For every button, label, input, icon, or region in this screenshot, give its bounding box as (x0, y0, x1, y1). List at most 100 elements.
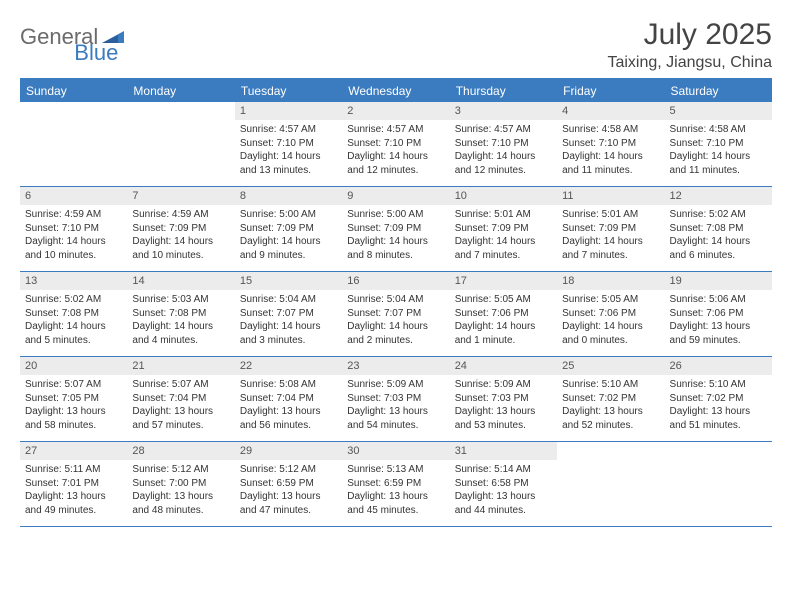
date-number: 18 (557, 272, 664, 290)
day-body: Sunrise: 5:03 AMSunset: 7:08 PMDaylight:… (127, 290, 234, 352)
date-number: 6 (20, 187, 127, 205)
day-cell: 15Sunrise: 5:04 AMSunset: 7:07 PMDayligh… (235, 272, 342, 356)
date-number: 5 (665, 102, 772, 120)
day-cell: 7Sunrise: 4:59 AMSunset: 7:09 PMDaylight… (127, 187, 234, 271)
day-body: Sunrise: 5:01 AMSunset: 7:09 PMDaylight:… (450, 205, 557, 267)
day-body: Sunrise: 5:05 AMSunset: 7:06 PMDaylight:… (557, 290, 664, 352)
day-cell: 28Sunrise: 5:12 AMSunset: 7:00 PMDayligh… (127, 442, 234, 526)
date-number: 14 (127, 272, 234, 290)
weekday-header-row: SundayMondayTuesdayWednesdayThursdayFrid… (20, 80, 772, 102)
date-number: 31 (450, 442, 557, 460)
day-cell: 17Sunrise: 5:05 AMSunset: 7:06 PMDayligh… (450, 272, 557, 356)
day-cell: 1Sunrise: 4:57 AMSunset: 7:10 PMDaylight… (235, 102, 342, 186)
day-cell: 18Sunrise: 5:05 AMSunset: 7:06 PMDayligh… (557, 272, 664, 356)
date-number: 4 (557, 102, 664, 120)
day-cell: 3Sunrise: 4:57 AMSunset: 7:10 PMDaylight… (450, 102, 557, 186)
day-body: Sunrise: 5:14 AMSunset: 6:58 PMDaylight:… (450, 460, 557, 522)
date-number: 20 (20, 357, 127, 375)
week-row: 27Sunrise: 5:11 AMSunset: 7:01 PMDayligh… (20, 442, 772, 527)
day-body: Sunrise: 5:00 AMSunset: 7:09 PMDaylight:… (235, 205, 342, 267)
day-cell (557, 442, 664, 526)
weekday-header: Wednesday (342, 80, 449, 102)
date-number: 10 (450, 187, 557, 205)
month-title: July 2025 (607, 18, 772, 52)
day-cell: 16Sunrise: 5:04 AMSunset: 7:07 PMDayligh… (342, 272, 449, 356)
day-cell: 5Sunrise: 4:58 AMSunset: 7:10 PMDaylight… (665, 102, 772, 186)
day-body: Sunrise: 4:57 AMSunset: 7:10 PMDaylight:… (235, 120, 342, 182)
day-cell: 9Sunrise: 5:00 AMSunset: 7:09 PMDaylight… (342, 187, 449, 271)
date-number: 30 (342, 442, 449, 460)
date-number: 24 (450, 357, 557, 375)
day-cell: 24Sunrise: 5:09 AMSunset: 7:03 PMDayligh… (450, 357, 557, 441)
day-cell: 23Sunrise: 5:09 AMSunset: 7:03 PMDayligh… (342, 357, 449, 441)
day-cell: 22Sunrise: 5:08 AMSunset: 7:04 PMDayligh… (235, 357, 342, 441)
day-cell: 13Sunrise: 5:02 AMSunset: 7:08 PMDayligh… (20, 272, 127, 356)
day-cell (20, 102, 127, 186)
day-cell: 20Sunrise: 5:07 AMSunset: 7:05 PMDayligh… (20, 357, 127, 441)
date-number: 28 (127, 442, 234, 460)
date-number: 29 (235, 442, 342, 460)
date-number: 26 (665, 357, 772, 375)
day-body: Sunrise: 5:10 AMSunset: 7:02 PMDaylight:… (665, 375, 772, 437)
date-number: 21 (127, 357, 234, 375)
day-body: Sunrise: 5:10 AMSunset: 7:02 PMDaylight:… (557, 375, 664, 437)
day-cell: 11Sunrise: 5:01 AMSunset: 7:09 PMDayligh… (557, 187, 664, 271)
day-cell: 6Sunrise: 4:59 AMSunset: 7:10 PMDaylight… (20, 187, 127, 271)
day-body: Sunrise: 5:07 AMSunset: 7:04 PMDaylight:… (127, 375, 234, 437)
location: Taixing, Jiangsu, China (607, 54, 772, 72)
day-body: Sunrise: 5:04 AMSunset: 7:07 PMDaylight:… (235, 290, 342, 352)
day-cell: 21Sunrise: 5:07 AMSunset: 7:04 PMDayligh… (127, 357, 234, 441)
day-cell (127, 102, 234, 186)
header: General Blue July 2025 Taixing, Jiangsu,… (20, 18, 772, 72)
title-block: July 2025 Taixing, Jiangsu, China (607, 18, 772, 72)
day-body: Sunrise: 4:57 AMSunset: 7:10 PMDaylight:… (450, 120, 557, 182)
day-cell: 4Sunrise: 4:58 AMSunset: 7:10 PMDaylight… (557, 102, 664, 186)
day-body: Sunrise: 5:11 AMSunset: 7:01 PMDaylight:… (20, 460, 127, 522)
brand-logo: General Blue (20, 18, 172, 50)
date-number: 15 (235, 272, 342, 290)
day-body: Sunrise: 5:09 AMSunset: 7:03 PMDaylight:… (450, 375, 557, 437)
day-body: Sunrise: 4:58 AMSunset: 7:10 PMDaylight:… (557, 120, 664, 182)
day-cell: 26Sunrise: 5:10 AMSunset: 7:02 PMDayligh… (665, 357, 772, 441)
date-number: 11 (557, 187, 664, 205)
date-number: 25 (557, 357, 664, 375)
day-body: Sunrise: 5:05 AMSunset: 7:06 PMDaylight:… (450, 290, 557, 352)
day-cell: 14Sunrise: 5:03 AMSunset: 7:08 PMDayligh… (127, 272, 234, 356)
day-body: Sunrise: 5:13 AMSunset: 6:59 PMDaylight:… (342, 460, 449, 522)
day-body: Sunrise: 5:00 AMSunset: 7:09 PMDaylight:… (342, 205, 449, 267)
day-body: Sunrise: 5:12 AMSunset: 6:59 PMDaylight:… (235, 460, 342, 522)
day-body: Sunrise: 5:04 AMSunset: 7:07 PMDaylight:… (342, 290, 449, 352)
day-cell: 27Sunrise: 5:11 AMSunset: 7:01 PMDayligh… (20, 442, 127, 526)
date-number: 17 (450, 272, 557, 290)
week-row: 13Sunrise: 5:02 AMSunset: 7:08 PMDayligh… (20, 272, 772, 357)
date-number: 8 (235, 187, 342, 205)
week-row: 1Sunrise: 4:57 AMSunset: 7:10 PMDaylight… (20, 102, 772, 187)
day-cell: 29Sunrise: 5:12 AMSunset: 6:59 PMDayligh… (235, 442, 342, 526)
weekday-header: Thursday (450, 80, 557, 102)
weeks-container: 1Sunrise: 4:57 AMSunset: 7:10 PMDaylight… (20, 102, 772, 527)
weekday-header: Monday (127, 80, 234, 102)
calendar: SundayMondayTuesdayWednesdayThursdayFrid… (20, 78, 772, 527)
day-cell: 12Sunrise: 5:02 AMSunset: 7:08 PMDayligh… (665, 187, 772, 271)
date-number: 7 (127, 187, 234, 205)
day-body: Sunrise: 4:57 AMSunset: 7:10 PMDaylight:… (342, 120, 449, 182)
day-body: Sunrise: 5:08 AMSunset: 7:04 PMDaylight:… (235, 375, 342, 437)
week-row: 20Sunrise: 5:07 AMSunset: 7:05 PMDayligh… (20, 357, 772, 442)
date-number: 13 (20, 272, 127, 290)
weekday-header: Tuesday (235, 80, 342, 102)
date-number: 2 (342, 102, 449, 120)
week-row: 6Sunrise: 4:59 AMSunset: 7:10 PMDaylight… (20, 187, 772, 272)
day-cell: 2Sunrise: 4:57 AMSunset: 7:10 PMDaylight… (342, 102, 449, 186)
day-body: Sunrise: 4:58 AMSunset: 7:10 PMDaylight:… (665, 120, 772, 182)
date-number: 12 (665, 187, 772, 205)
date-number: 19 (665, 272, 772, 290)
day-body: Sunrise: 5:07 AMSunset: 7:05 PMDaylight:… (20, 375, 127, 437)
day-body: Sunrise: 5:02 AMSunset: 7:08 PMDaylight:… (665, 205, 772, 267)
day-cell: 8Sunrise: 5:00 AMSunset: 7:09 PMDaylight… (235, 187, 342, 271)
day-cell (665, 442, 772, 526)
date-number: 23 (342, 357, 449, 375)
day-cell: 30Sunrise: 5:13 AMSunset: 6:59 PMDayligh… (342, 442, 449, 526)
day-cell: 25Sunrise: 5:10 AMSunset: 7:02 PMDayligh… (557, 357, 664, 441)
day-body: Sunrise: 4:59 AMSunset: 7:10 PMDaylight:… (20, 205, 127, 267)
date-number: 1 (235, 102, 342, 120)
